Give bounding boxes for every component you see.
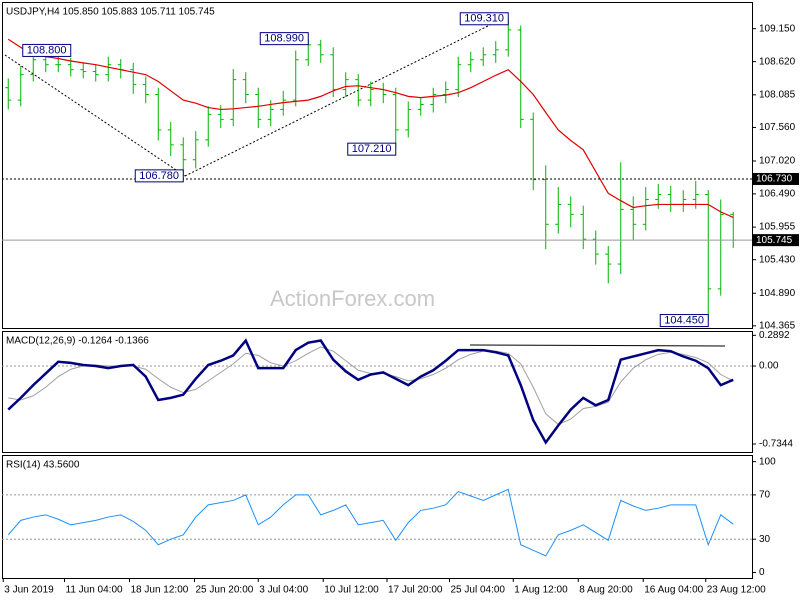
x-tick-label: 25 Jul 04:00 [451, 585, 506, 596]
y-tick-label: 0 [759, 567, 765, 578]
price-label: 105.745 [756, 235, 793, 246]
x-tick-label: 17 Jul 20:00 [388, 585, 443, 596]
y-tick-label: 106.490 [759, 189, 796, 200]
x-tick-label: 8 Aug 20:00 [579, 585, 633, 596]
moving-average [7, 38, 734, 219]
y-tick-label: 0.2892 [759, 330, 790, 341]
y-tick-label: 107.560 [759, 122, 796, 133]
price-label-box [753, 172, 799, 185]
macd-panel [2, 331, 753, 453]
trend-line [469, 344, 726, 347]
annotation-box [259, 32, 309, 46]
annotation-label: 107.210 [352, 143, 392, 155]
annotation-label: 106.780 [139, 170, 179, 182]
price-panel [2, 2, 753, 329]
y-tick-label: 70 [759, 490, 771, 501]
y-tick-label: 108.085 [759, 89, 796, 100]
annotation-box [347, 142, 397, 156]
price-label-box [753, 234, 799, 247]
y-tick-label: 105.430 [759, 254, 796, 265]
y-tick-label: 100 [759, 456, 776, 467]
trend-line [4, 54, 186, 177]
y-tick-label: 108.620 [759, 56, 796, 67]
x-tick-label: 3 Jul 04:00 [259, 585, 308, 596]
y-tick-label: 109.150 [759, 23, 796, 34]
annotation-label: 108.800 [27, 44, 67, 56]
y-tick-label: 104.890 [759, 288, 796, 299]
annotation-box [659, 314, 709, 328]
x-tick-label: 3 Jun 2019 [4, 585, 54, 596]
macd-title: MACD(12,26,9) -0.1264 -0.1366 [6, 336, 149, 347]
x-tick-label: 1 Aug 12:00 [514, 585, 568, 596]
annotation-box [459, 12, 509, 26]
y-tick-label: 105.955 [759, 222, 796, 233]
rsi-line [7, 488, 734, 557]
x-tick-label: 18 Jun 12:00 [131, 585, 189, 596]
annotation-label: 109.310 [464, 13, 504, 25]
annotation-box [22, 43, 72, 57]
x-tick-label: 10 Jul 12:00 [324, 585, 379, 596]
x-tick-label: 23 Aug 12:00 [707, 585, 766, 596]
y-tick-label: -0.7344 [759, 439, 793, 450]
price-label: 106.730 [756, 174, 793, 185]
y-tick-label: 0.00 [759, 361, 779, 372]
y-tick-label: 104.365 [759, 320, 796, 331]
x-tick-label: 25 Jun 20:00 [196, 585, 254, 596]
trend-line [184, 19, 501, 177]
x-tick-label: 16 Aug 04:00 [644, 585, 703, 596]
rsi-title: RSI(14) 43.5600 [6, 460, 80, 471]
y-tick-label: 30 [759, 534, 771, 545]
annotation-label: 108.990 [264, 33, 304, 45]
price-title: USDJPY,H4 105.850 105.883 105.711 105.74… [6, 7, 215, 18]
y-tick-label: 107.020 [759, 156, 796, 167]
rsi-panel [2, 455, 753, 579]
annotation-label: 104.450 [664, 314, 704, 326]
annotation-box [134, 169, 184, 183]
x-tick-label: 11 Jun 04:00 [66, 585, 124, 596]
watermark: ActionForex.com [270, 286, 435, 311]
macd-line [7, 338, 734, 445]
